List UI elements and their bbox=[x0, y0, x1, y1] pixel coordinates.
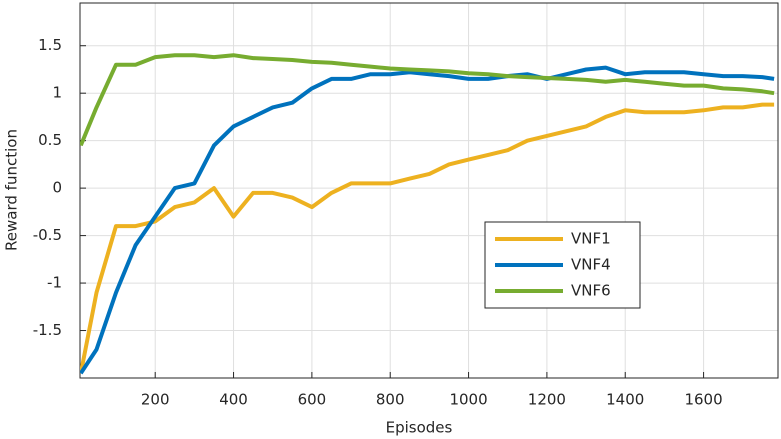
y-tick-label: 0.5 bbox=[38, 131, 62, 149]
x-tick-label: 1000 bbox=[449, 391, 487, 409]
x-tick-label: 1600 bbox=[684, 391, 722, 409]
y-tick-label: -1 bbox=[47, 274, 62, 292]
x-tick-label: 800 bbox=[376, 391, 405, 409]
legend-label: VNF6 bbox=[571, 282, 611, 300]
y-tick-label: -0.5 bbox=[33, 226, 62, 244]
x-axis-label: Episodes bbox=[386, 419, 453, 437]
x-tick-label: 400 bbox=[219, 391, 248, 409]
y-tick-label: -1.5 bbox=[33, 321, 62, 339]
line-series bbox=[80, 53, 775, 147]
y-axis-label: Reward function bbox=[3, 129, 21, 251]
line-series bbox=[80, 102, 775, 374]
legend-label: VNF1 bbox=[571, 230, 611, 248]
x-tick-label: 200 bbox=[141, 391, 170, 409]
y-tick-label: 0 bbox=[52, 179, 62, 197]
x-tick-label: 1200 bbox=[528, 391, 566, 409]
x-tick-label: 600 bbox=[298, 391, 327, 409]
plot-frame bbox=[79, 2, 779, 379]
y-tick-label: 1 bbox=[52, 84, 62, 102]
line-series bbox=[80, 65, 775, 375]
legend-label: VNF4 bbox=[571, 256, 611, 274]
x-tick-label: 1400 bbox=[606, 391, 644, 409]
y-tick-label: 1.5 bbox=[38, 36, 62, 54]
